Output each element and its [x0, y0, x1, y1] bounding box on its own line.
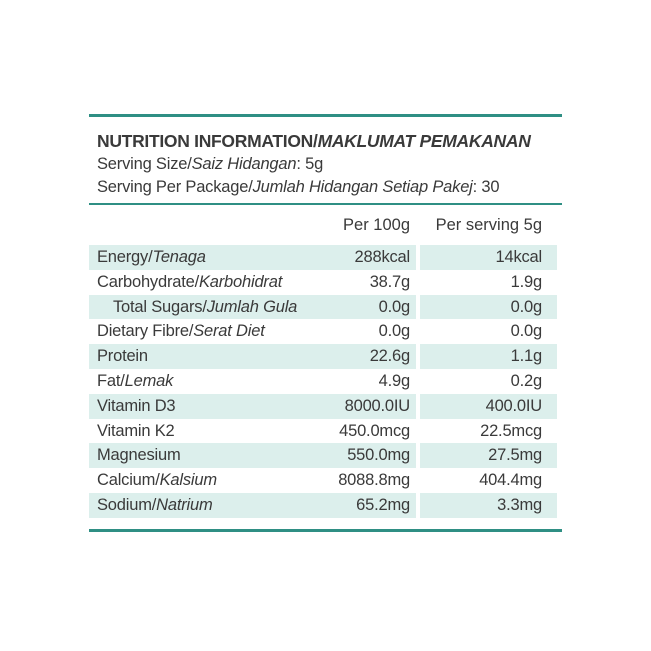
title-main: NUTRITION INFORMATION/	[97, 131, 318, 151]
title-italic: MAKLUMAT PEMAKANAN	[317, 131, 531, 151]
row-value-per-100g: 38.7g	[369, 272, 410, 291]
serving-per-package-label: Serving Per Package/	[97, 178, 253, 196]
row-value-per-serving: 14kcal	[495, 248, 543, 266]
serving-size-italic: Saiz Hidangan	[191, 155, 297, 173]
serving-per-package-line: Serving Per Package/Jumlah Hidangan Seti…	[97, 176, 562, 199]
row-value-per-100g: 0.0g	[378, 322, 411, 341]
row-label: Total Sugars/Jumlah Gula	[113, 297, 298, 316]
nutrition-rows: Energy/Tenaga 288kcal 14kcal Carbohydrat…	[89, 245, 562, 518]
serving-size-value: : 5g	[296, 155, 324, 173]
nutrition-header: NUTRITION INFORMATION/MAKLUMAT PEMAKANAN…	[89, 117, 562, 199]
table-row-protein: Protein 22.6g 1.1g	[89, 344, 557, 369]
row-value-per-100g: 4.9g	[378, 371, 411, 390]
table-row-total-sugars: Total Sugars/Jumlah Gula 0.0g 0.0g	[89, 294, 557, 320]
row-label: Magnesium	[97, 446, 181, 465]
table-row-vitamin-k2: Vitamin K2 450.0mcg 22.5mcg	[89, 419, 557, 444]
row-label: Dietary Fibre/Serat Diet	[97, 322, 265, 341]
row-value-per-serving: 1.9g	[510, 272, 543, 291]
row-value-per-100g: 0.0g	[378, 297, 411, 316]
row-value-per-100g: 22.6g	[369, 347, 410, 366]
row-value-per-100g: 450.0mcg	[339, 421, 410, 440]
header-divider	[89, 203, 562, 205]
row-value-per-serving: 400.0IU	[485, 396, 543, 415]
row-value-per-100g: 8088.8mg	[338, 471, 410, 490]
top-divider	[89, 114, 562, 117]
column-header-per-serving: Per serving 5g	[435, 216, 542, 234]
row-value-per-serving: 0.0g	[510, 322, 543, 341]
table-row-fat: Fat/Lemak 4.9g 0.2g	[89, 369, 557, 394]
nutrition-title: NUTRITION INFORMATION/MAKLUMAT PEMAKANAN	[97, 130, 562, 153]
row-label: Calcium/Kalsium	[97, 471, 217, 490]
row-value-per-serving: 0.2g	[510, 371, 543, 390]
row-label: Vitamin K2	[97, 421, 175, 440]
nutrition-panel: NUTRITION INFORMATION/MAKLUMAT PEMAKANAN…	[89, 114, 562, 532]
row-label: Sodium/Natrium	[97, 495, 213, 514]
row-value-per-serving: 404.4mg	[479, 471, 542, 490]
row-label: Energy/Tenaga	[97, 248, 206, 266]
row-value-per-100g: 8000.0IU	[344, 396, 411, 415]
serving-size-line: Serving Size/Saiz Hidangan: 5g	[97, 153, 562, 176]
table-row-vitamin-d3: Vitamin D3 8000.0IU 400.0IU	[89, 393, 557, 419]
row-value-per-100g: 65.2mg	[356, 495, 410, 514]
row-value-per-100g: 550.0mg	[347, 446, 410, 465]
row-value-per-100g: 288kcal	[354, 248, 411, 266]
table-row-magnesium: Magnesium 550.0mg 27.5mg	[89, 443, 557, 469]
row-label: Carbohydrate/Karbohidrat	[97, 272, 283, 291]
column-header-per-100g: Per 100g	[343, 216, 410, 234]
table-row-carbohydrate: Carbohydrate/Karbohidrat 38.7g 1.9g	[89, 270, 557, 295]
row-value-per-serving: 1.1g	[510, 347, 543, 366]
row-label: Fat/Lemak	[97, 371, 174, 390]
table-row-energy: Energy/Tenaga 288kcal 14kcal	[89, 245, 557, 270]
row-label: Vitamin D3	[97, 396, 176, 415]
bottom-divider	[89, 528, 562, 532]
serving-per-package-italic: Jumlah Hidangan Setiap Pakej	[252, 178, 473, 196]
column-headers: Per 100g Per serving 5g	[89, 212, 562, 242]
row-value-per-serving: 22.5mcg	[480, 421, 542, 440]
row-label: Protein	[97, 347, 148, 366]
table-row-calcium: Calcium/Kalsium 8088.8mg 404.4mg	[89, 468, 557, 493]
row-value-per-serving: 0.0g	[510, 297, 543, 316]
table-row-dietary-fibre: Dietary Fibre/Serat Diet 0.0g 0.0g	[89, 319, 557, 344]
row-value-per-serving: 3.3mg	[497, 495, 542, 514]
serving-size-label: Serving Size/	[97, 155, 192, 173]
row-value-per-serving: 27.5mg	[488, 446, 542, 465]
serving-per-package-value: : 30	[472, 178, 500, 196]
table-row-sodium: Sodium/Natrium 65.2mg 3.3mg	[89, 492, 557, 518]
